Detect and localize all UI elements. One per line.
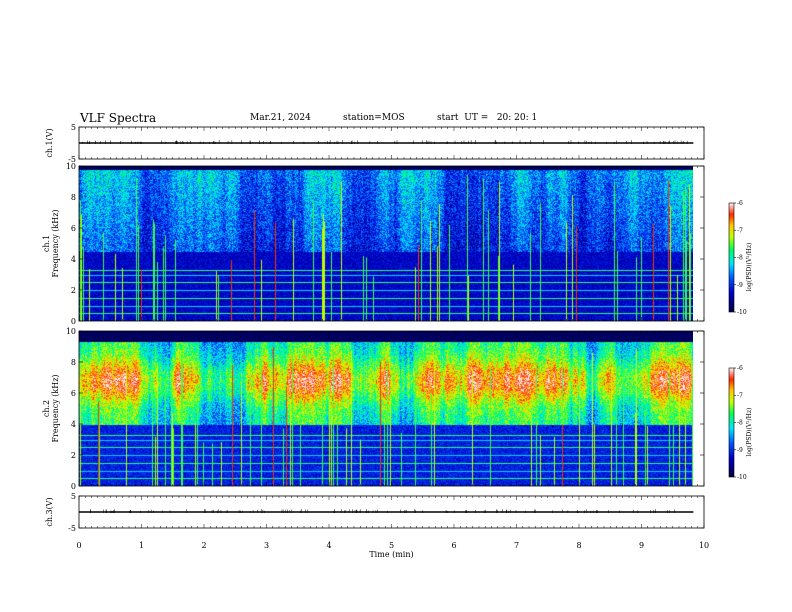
colorbar-tick-label: -7 xyxy=(737,392,743,399)
y-tick-label: 0 xyxy=(71,317,76,326)
y-tick-label: 8 xyxy=(71,193,76,202)
x-tick-label: 4 xyxy=(326,541,331,550)
y-tick-label: 5 xyxy=(71,492,76,501)
y-tick-label: 5 xyxy=(71,123,76,132)
x-tick-label: 6 xyxy=(451,541,456,550)
colorbar-tick-label: -8 xyxy=(737,255,743,262)
y-tick-label: 8 xyxy=(71,358,76,367)
x-tick-label: 2 xyxy=(201,541,206,550)
y-tick-label: 4 xyxy=(71,255,76,264)
y-tick-label: 2 xyxy=(71,451,76,460)
x-axis-label: Time (min) xyxy=(369,550,413,559)
figure-date: Mar.21, 2024 xyxy=(250,113,311,123)
y-axis-label: Frequency (kHz) xyxy=(51,374,60,442)
y-tick-label: 6 xyxy=(71,224,76,233)
colorbar-tick-label: -10 xyxy=(737,474,747,481)
figure-station: station=MOS xyxy=(343,113,405,123)
figure-title: VLF Spectra xyxy=(80,111,157,125)
colorbar-tick-label: -8 xyxy=(737,420,743,427)
colorbar-tick-label: -9 xyxy=(737,447,743,454)
x-tick-label: 0 xyxy=(76,541,81,550)
x-tick-label: 10 xyxy=(699,541,709,550)
colorbar-label: log(PSD)(V²/Hz) xyxy=(746,243,753,292)
y-tick-label: 2 xyxy=(71,286,76,295)
y-axis-label: ch.2 xyxy=(42,400,51,417)
y-tick-label: 10 xyxy=(66,162,76,171)
y-tick-label: 6 xyxy=(71,389,76,398)
colorbar-tick-label: -6 xyxy=(737,365,743,372)
x-tick-label: 9 xyxy=(639,541,644,550)
colorbar-tick-label: -9 xyxy=(737,282,743,289)
figure-start-time: start UT = 20: 20: 1 xyxy=(437,113,538,123)
y-tick-label: 4 xyxy=(71,420,76,429)
colorbar-tick-label: -6 xyxy=(737,200,743,207)
x-tick-label: 7 xyxy=(514,541,519,550)
y-axis-label: Frequency (kHz) xyxy=(51,209,60,277)
colorbar xyxy=(729,368,734,477)
x-tick-label: 8 xyxy=(576,541,581,550)
y-tick-label: 0 xyxy=(71,482,76,491)
colorbar-label: log(PSD)(V²/Hz) xyxy=(746,408,753,457)
y-axis-label: ch.1(V) xyxy=(45,128,54,157)
colorbar xyxy=(729,203,734,312)
colorbar-tick-label: -7 xyxy=(737,227,743,234)
y-tick-label: -5 xyxy=(68,155,76,164)
y-axis-label: ch.1 xyxy=(42,235,51,252)
x-tick-label: 1 xyxy=(139,541,144,550)
x-tick-label: 3 xyxy=(264,541,269,550)
spectrogram-image xyxy=(79,331,693,486)
colorbar-tick-label: -10 xyxy=(737,309,747,316)
spectrogram-image xyxy=(79,166,693,321)
x-tick-label: 5 xyxy=(389,541,394,550)
y-axis-label: ch.3(V) xyxy=(45,497,54,526)
y-tick-label: -5 xyxy=(68,524,76,533)
y-tick-label: 10 xyxy=(66,327,76,336)
